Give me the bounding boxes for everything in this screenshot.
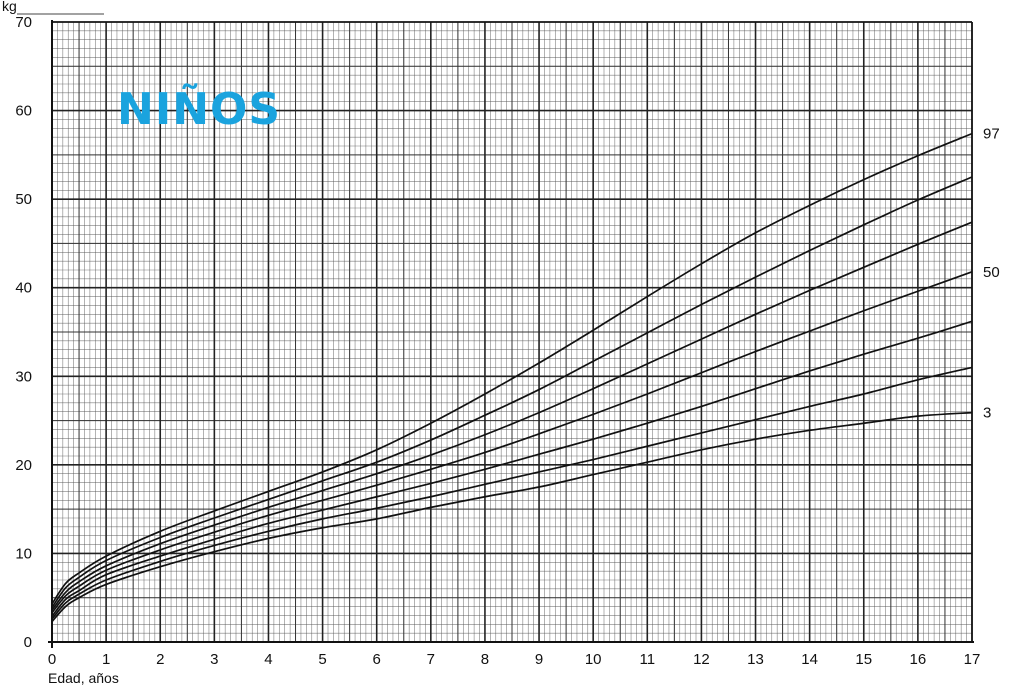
x-tick-label: 8 (481, 651, 489, 668)
percentile-curve-3 (51, 411, 973, 623)
y-tick-label: 10 (15, 545, 32, 562)
y-tick-label: 20 (15, 457, 32, 474)
x-tick-label: 12 (693, 651, 710, 668)
y-tick-label: 60 (15, 103, 32, 120)
percentile-curve-90 (51, 176, 973, 608)
x-tick-label: 17 (964, 651, 981, 668)
x-tick-label: 15 (855, 651, 872, 668)
y-axis-label: kg (2, 0, 17, 14)
x-tick-label: 3 (210, 651, 218, 668)
chart-title: NIÑOS (117, 82, 281, 135)
curve-label-3: 3 (983, 405, 991, 422)
percentile-curve-50 (51, 270, 973, 614)
x-axis-label: Edad, años (48, 670, 119, 686)
x-tick-label: 4 (264, 651, 272, 668)
x-tick-label: 13 (747, 651, 764, 668)
y-tick-label: 40 (15, 280, 32, 297)
axes (48, 20, 974, 648)
x-tick-label: 1 (102, 651, 110, 668)
x-tick-label: 9 (535, 651, 543, 668)
x-tick-label: 0 (48, 651, 56, 668)
percentile-curves (51, 132, 973, 623)
x-tick-label: 6 (373, 651, 381, 668)
x-tick-label: 11 (640, 651, 656, 668)
percentile-curve-97 (51, 132, 973, 605)
x-tick-label: 16 (910, 651, 927, 668)
percentile-curve-10 (51, 366, 973, 620)
minor-grid (51, 21, 973, 643)
x-tick-label: 2 (156, 651, 164, 668)
x-tick-labels: 0 1 2 3 4 5 6 7 8 9 10 11 12 13 14 15 16 17 (48, 651, 981, 668)
x-tick-label: 7 (427, 651, 435, 668)
curve-label-97: 97 (983, 126, 1000, 143)
y-tick-label: 50 (15, 191, 32, 208)
y-tick-labels: 0 10 20 30 40 50 60 70 (15, 14, 32, 651)
y-tick-label: 70 (15, 14, 32, 31)
y-tick-label: 0 (24, 634, 32, 651)
y-tick-label: 30 (15, 368, 32, 385)
x-tick-label: 10 (585, 651, 602, 668)
curve-label-50: 50 (983, 264, 1000, 281)
curve-labels: 97 50 3 (983, 126, 1000, 422)
x-tick-label: 14 (801, 651, 818, 668)
percentile-curve-25 (51, 320, 973, 617)
percentile-curve-75 (51, 221, 973, 611)
x-tick-label: 5 (318, 651, 326, 668)
